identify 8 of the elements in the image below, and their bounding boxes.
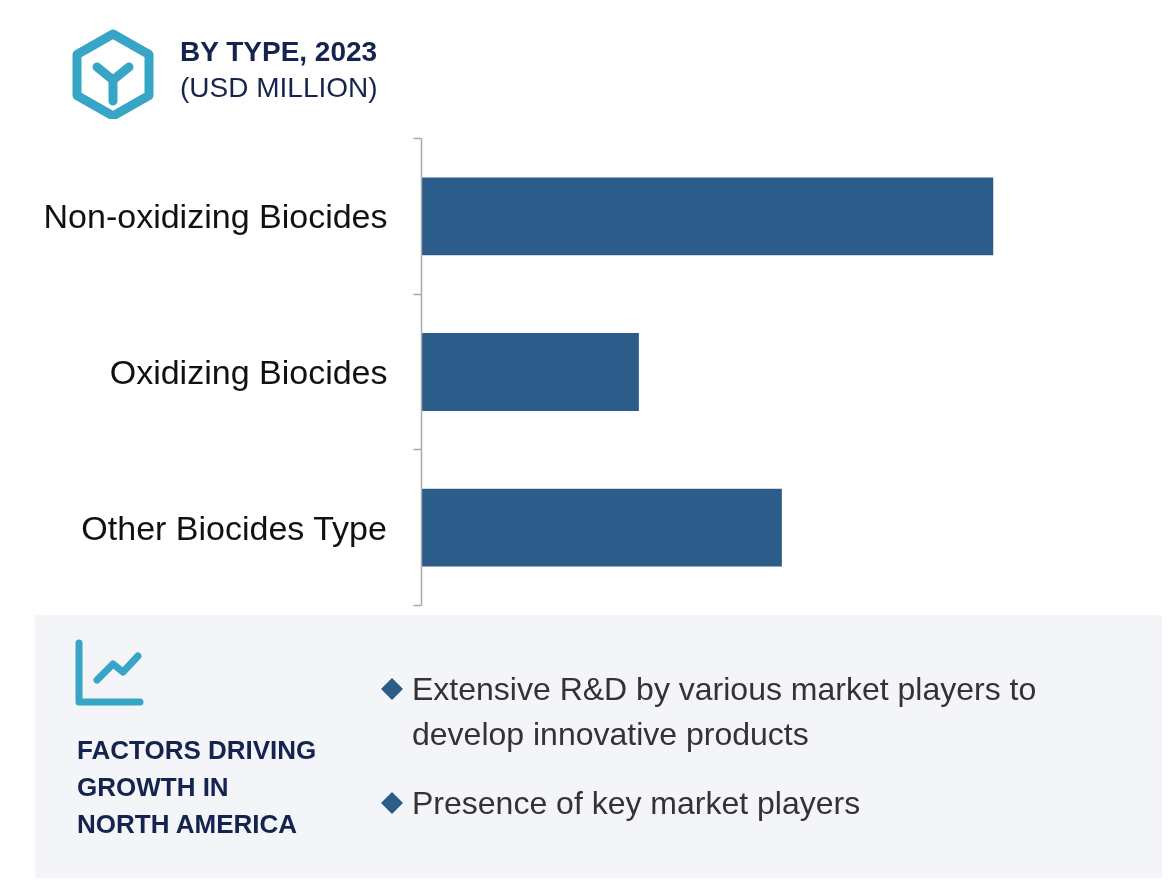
y-tick-label: Non-oxidizing Biocides: [43, 197, 388, 236]
y-tick-label: Other Biocides Type: [81, 508, 387, 547]
y-tick-label: Oxidizing Biocides: [109, 353, 388, 391]
text: Extensive R&D by various market players to develop innovative products: [412, 670, 1038, 754]
text: Presence of key market players: [412, 784, 862, 823]
chart-subtitle: (USD MILLION): [180, 71, 378, 105]
text: FACTORS DRIVING GROWTH IN NORTH AMERICA: [77, 734, 318, 841]
chart-title: BY TYPE, 2023: [180, 35, 378, 69]
